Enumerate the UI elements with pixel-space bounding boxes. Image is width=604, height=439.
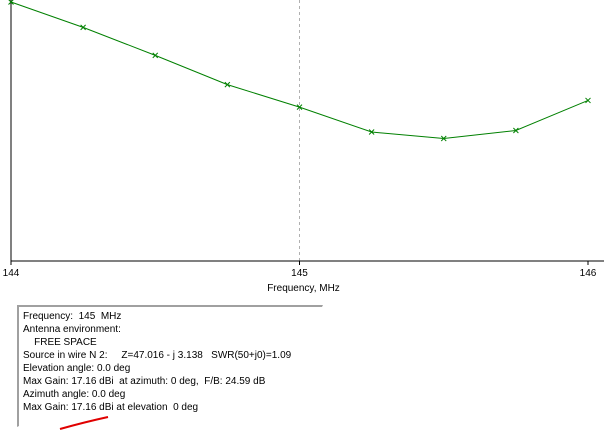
x-tick-label: 145 bbox=[291, 268, 308, 279]
info-line: FREE SPACE bbox=[23, 337, 97, 348]
info-line: Source in wire N 2: Z=47.016 - j 3.138 S… bbox=[23, 350, 292, 361]
marker-stroke bbox=[8, 0, 14, 5]
info-line: Frequency: 145 MHz bbox=[23, 311, 122, 322]
data-point-marker bbox=[440, 135, 447, 142]
data-point-marker bbox=[152, 52, 159, 59]
data-point-marker bbox=[224, 81, 231, 88]
marker-stroke bbox=[224, 81, 231, 88]
marker-stroke bbox=[296, 104, 303, 111]
marker-stroke bbox=[585, 97, 591, 104]
marker-stroke bbox=[513, 127, 519, 134]
marker-stroke bbox=[152, 52, 159, 59]
marker-stroke bbox=[368, 129, 375, 135]
series-line bbox=[10, 1, 589, 139]
info-line: Max Gain: 17.16 dBi at azimuth: 0 deg, F… bbox=[23, 376, 266, 387]
data-point-marker bbox=[296, 104, 303, 111]
info-line: Azimuth angle: 0.0 deg bbox=[23, 389, 126, 400]
info-line: Antenna environment: bbox=[23, 324, 121, 335]
data-point-marker bbox=[368, 129, 375, 135]
data-point-marker bbox=[513, 127, 519, 134]
info-panel: Frequency: 145 MHz Antenna environment: F… bbox=[17, 305, 323, 427]
x-tick-label: 146 bbox=[580, 268, 597, 279]
marker-stroke bbox=[440, 135, 447, 142]
x-tick-label: 144 bbox=[3, 268, 20, 279]
marker-stroke bbox=[80, 24, 86, 31]
chart-svg: 144 145 146 Frequency, MHz bbox=[3, 0, 604, 294]
info-line: Elevation angle: 0.0 deg bbox=[23, 363, 131, 374]
data-point-marker bbox=[585, 97, 591, 104]
x-axis-title: Frequency, MHz bbox=[267, 283, 340, 294]
frequency-chart: 144 145 146 Frequency, MHz bbox=[3, 0, 604, 294]
data-point-marker bbox=[80, 24, 86, 31]
info-line: Max Gain: 17.16 dBi at elevation 0 deg bbox=[23, 402, 199, 413]
data-point-marker bbox=[8, 0, 14, 5]
